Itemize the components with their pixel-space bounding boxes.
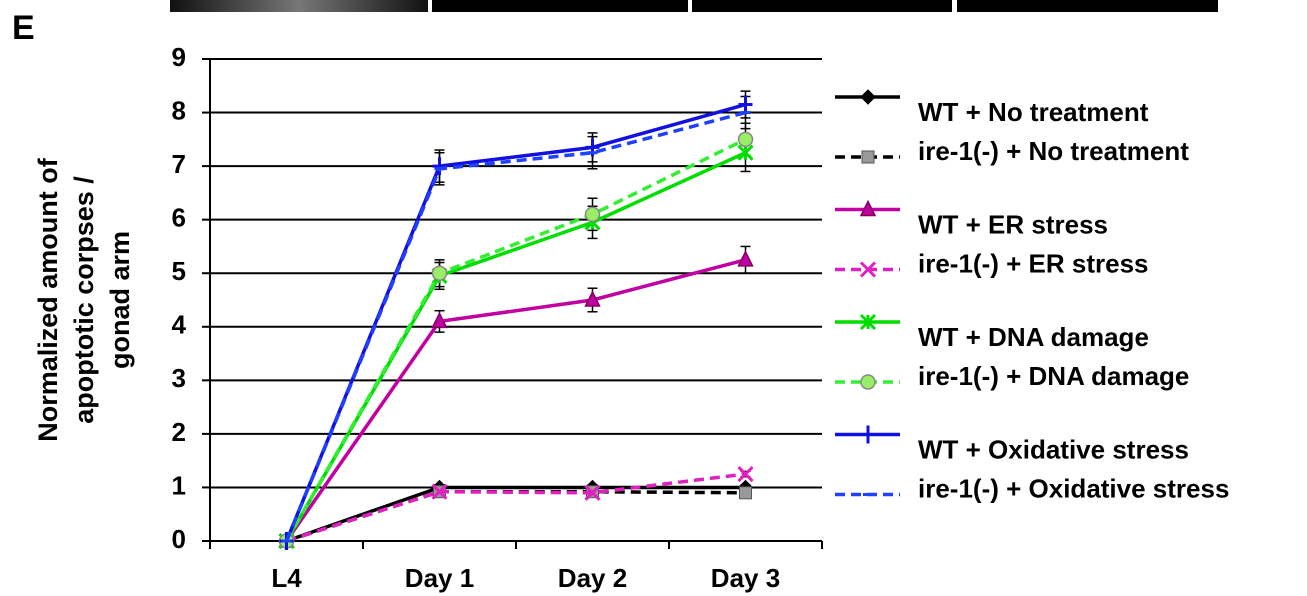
marker-shape xyxy=(739,252,753,266)
y-tick-label: 5 xyxy=(172,256,186,286)
legend-label: ire-1(-) + No treatment xyxy=(918,136,1189,166)
y-tick-label: 0 xyxy=(172,524,186,554)
y-tick-label: 4 xyxy=(172,310,187,340)
y-axis-label: Normalized amount of xyxy=(33,157,63,442)
series-line xyxy=(287,474,746,541)
image-strip xyxy=(432,0,688,12)
marker xyxy=(586,207,600,221)
marker-shape xyxy=(433,266,447,280)
marker xyxy=(739,96,753,114)
series-line xyxy=(287,153,746,541)
x-tick-label: Day 1 xyxy=(405,563,474,593)
panel-label: E xyxy=(12,9,35,47)
marker xyxy=(739,252,753,266)
legend-label: ire-1(-) + Oxidative stress xyxy=(918,473,1229,503)
series-line xyxy=(287,260,746,541)
chart: E Normalized amount ofapoptotic corpses … xyxy=(0,0,1307,596)
series-line xyxy=(287,487,746,541)
y-tick-label: 3 xyxy=(172,363,186,393)
marker-shape xyxy=(861,375,875,389)
y-axis-label: gonad arm xyxy=(105,231,135,369)
marker-shape xyxy=(861,90,875,104)
marker xyxy=(433,266,447,280)
legend-label: WT + No treatment xyxy=(918,97,1149,127)
y-tick-label: 1 xyxy=(172,470,186,500)
x-tick-label: L4 xyxy=(271,563,302,593)
marker xyxy=(861,375,875,389)
image-strip xyxy=(957,0,1218,12)
legend-label: ire-1(-) + DNA damage xyxy=(918,361,1189,391)
series-line xyxy=(287,105,746,541)
x-tick-label: Day 2 xyxy=(558,563,627,593)
x-tick-label: Day 3 xyxy=(711,563,780,593)
marker-shape xyxy=(739,132,753,146)
series-line xyxy=(287,139,746,541)
legend-label: ire-1(-) + ER stress xyxy=(918,248,1148,278)
legend-label: WT + DNA damage xyxy=(918,322,1149,352)
y-tick-label: 7 xyxy=(172,149,186,179)
marker xyxy=(740,487,752,499)
y-axis-label: apoptotic corpses / xyxy=(69,176,99,424)
marker xyxy=(739,146,753,160)
y-tick-label: 2 xyxy=(172,417,186,447)
marker xyxy=(739,132,753,146)
image-strip xyxy=(170,0,428,12)
image-strip xyxy=(692,0,952,12)
marker xyxy=(433,157,447,175)
marker xyxy=(862,151,874,163)
marker xyxy=(739,467,753,481)
marker xyxy=(861,90,875,104)
y-tick-label: 8 xyxy=(172,95,186,125)
marker-shape xyxy=(862,151,874,163)
y-tick-label: 9 xyxy=(172,42,186,72)
marker-shape xyxy=(740,487,752,499)
marker-shape xyxy=(586,207,600,221)
legend-label: WT + ER stress xyxy=(918,209,1108,239)
marker xyxy=(861,426,875,444)
legend-label: WT + Oxidative stress xyxy=(918,434,1189,464)
y-tick-label: 6 xyxy=(172,203,186,233)
